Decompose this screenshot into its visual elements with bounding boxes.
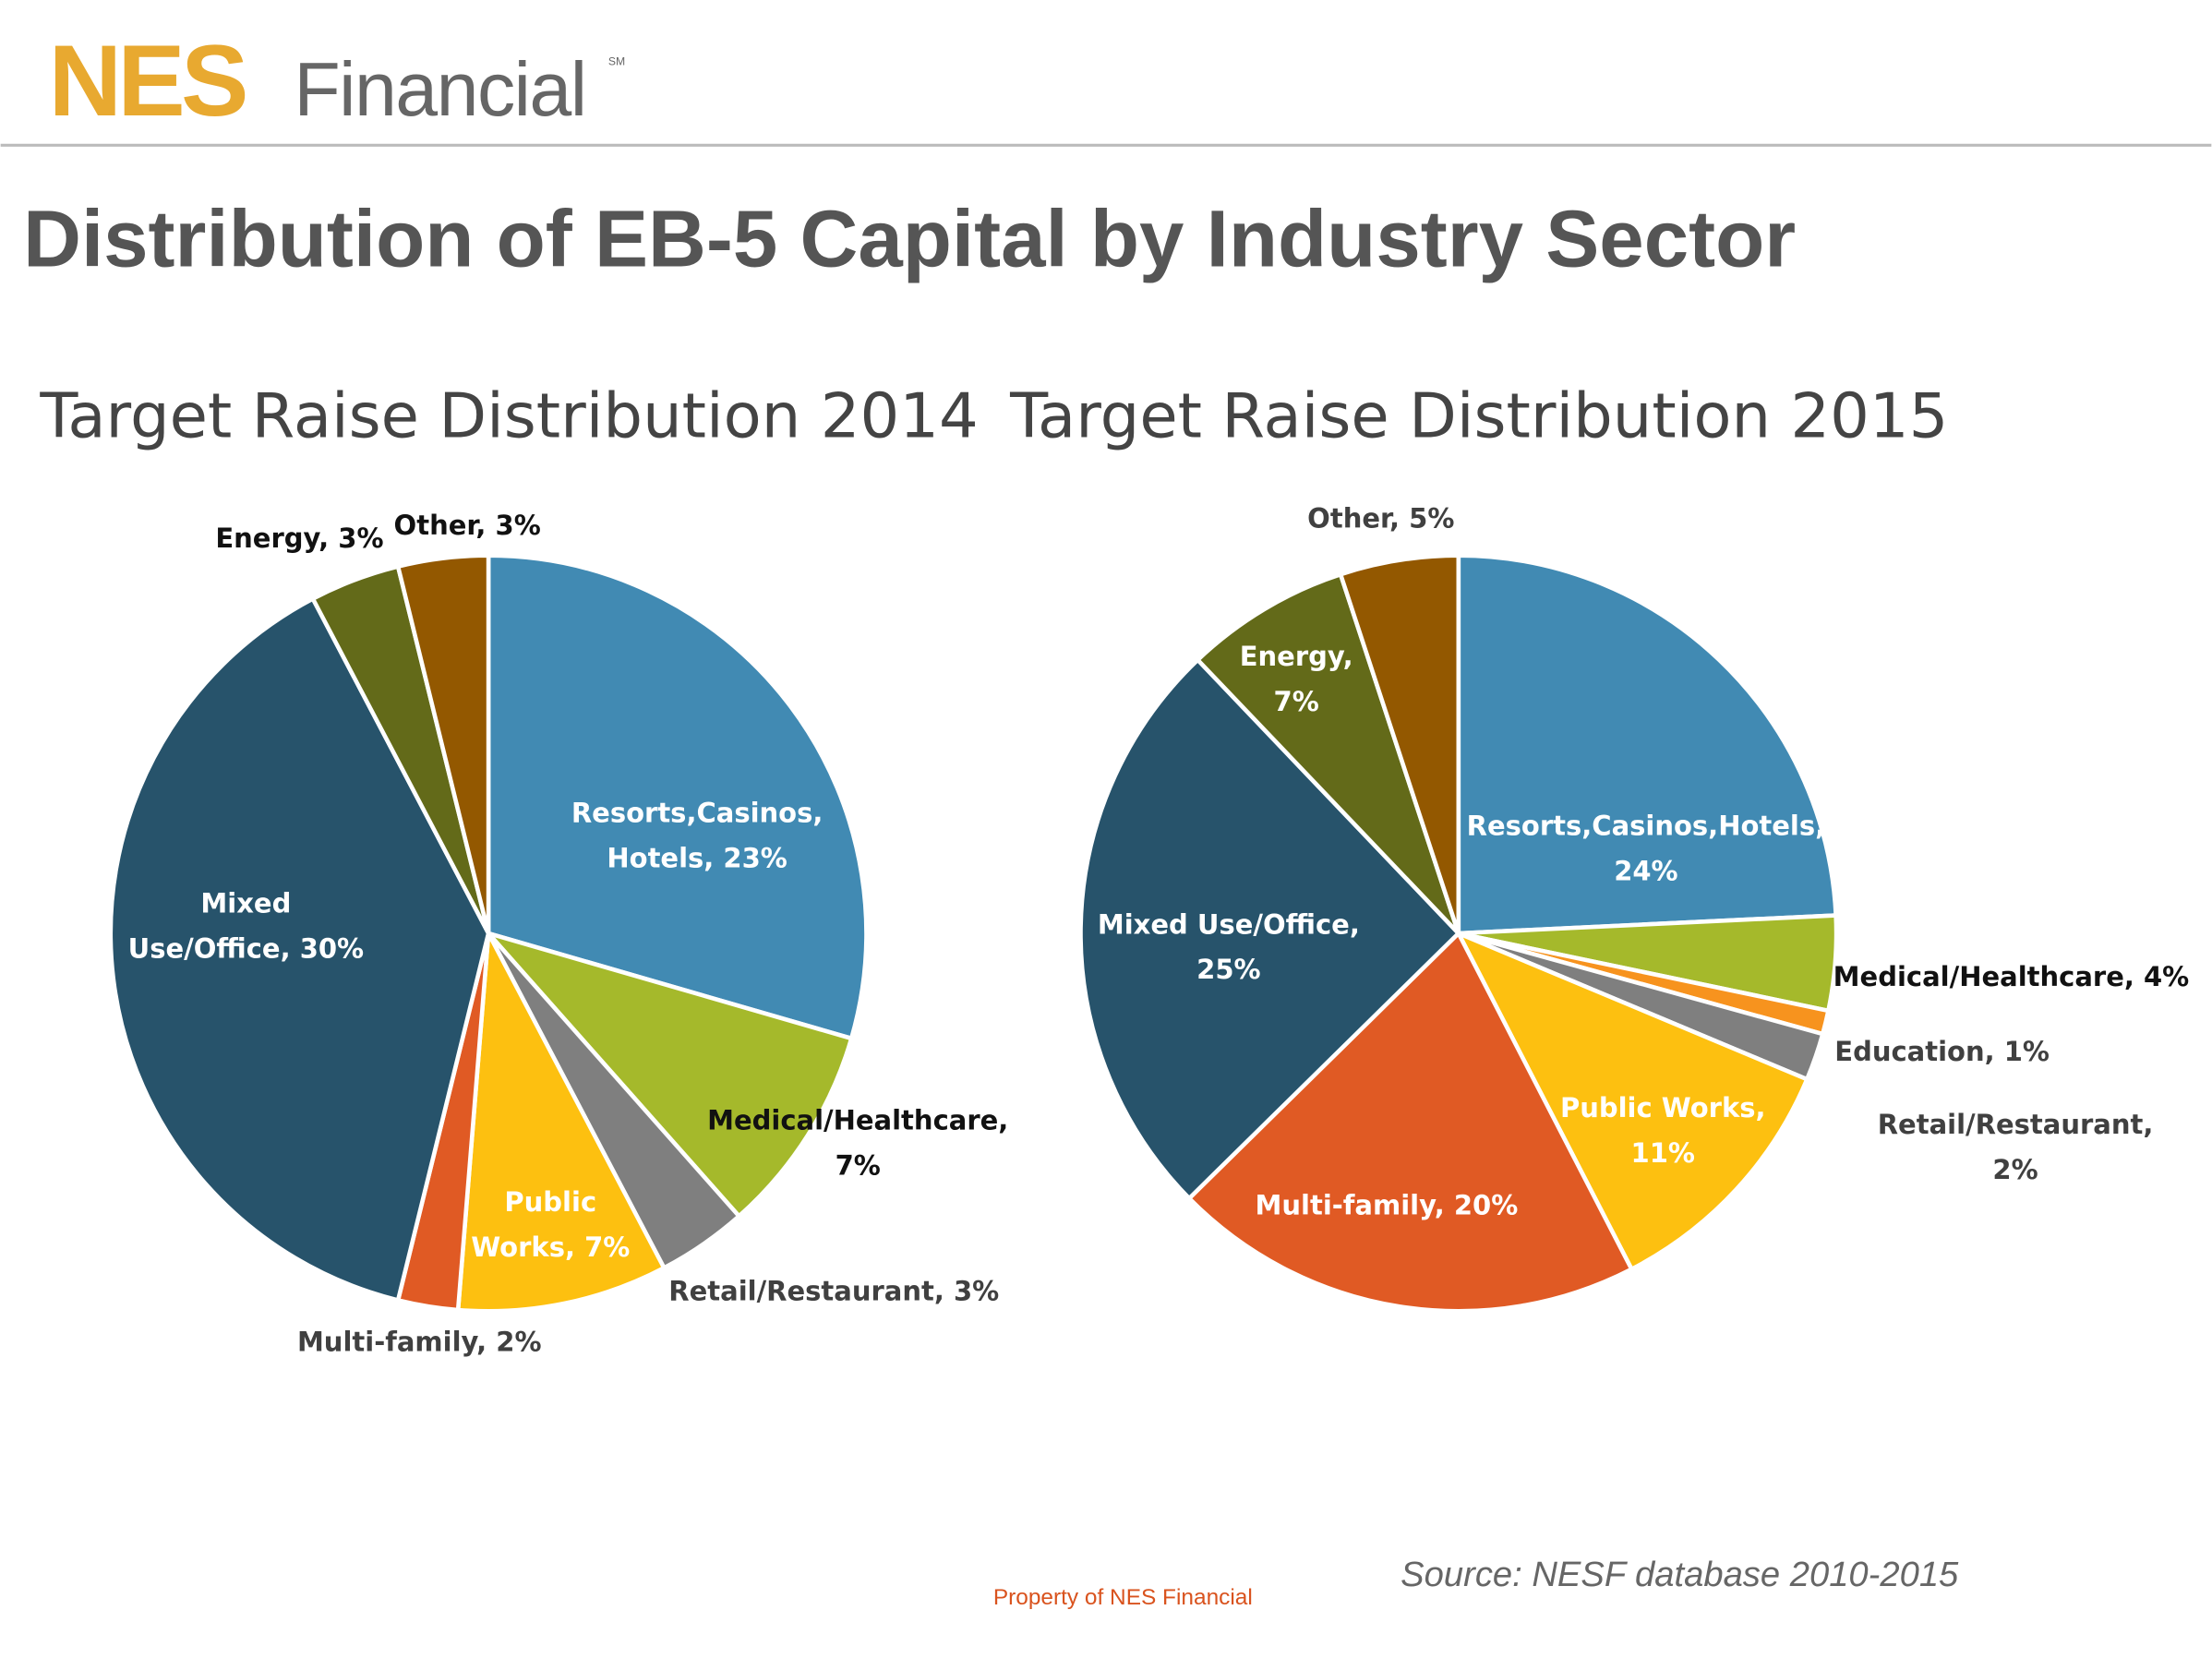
pie-slice [1186,931,1634,1314]
data-label: Retail/Restaurant, 3% [668,1275,999,1306]
data-label: Other, 5% [1307,503,1454,535]
data-label: Medical/Healthcare, 7% [707,1105,1008,1182]
pie-slice [1078,657,1461,1201]
pie-slice [1456,931,1809,1272]
data-label: Public Works, 11% [1560,1092,1766,1169]
data-label: Mixed Use/Office, 25% [1098,908,1360,985]
data-label: Energy, 7% [1240,641,1353,717]
logo-mark: SM [608,54,625,67]
slide-title: Distribution of EB-5 Capital by Industry… [23,195,1796,284]
pie-slice [1338,553,1461,936]
logo-brand: NES [49,24,246,138]
data-label: Public Works, 7% [471,1186,630,1263]
pie-slice [1456,553,1838,936]
source: Source: NESF database 2010-2015 [1401,1555,1959,1594]
chart-title: Target Raise Distribution 2014 [39,379,978,451]
footer: Property of NES Financial [993,1585,1253,1610]
data-label: Retail/Restaurant, 2% [1878,1109,2154,1185]
data-label: Multi-family, 20% [1256,1189,1519,1220]
data-label: Mixed Use/Office, 30% [128,887,364,964]
data-label: Medical/Healthcare, 4% [1833,961,2190,992]
data-label: Energy, 3% [215,523,383,554]
pie-slice [486,931,854,1219]
pie-slice [455,931,667,1314]
data-label: Other, 3% [394,510,541,541]
data-label: Education, 1% [1834,1036,2050,1067]
chart-title: Target Raise Distribution 2015 [1009,379,1948,451]
pie-slice [486,553,869,1041]
pie-slice [108,596,491,1303]
pie-slice [1196,571,1461,936]
data-label: Resorts,Casinos,Hotels, 24% [1467,810,1825,886]
data-label: Resorts,Casinos, Hotels, 23% [571,798,823,874]
pie-slice [395,553,491,936]
logo-name: Financial [294,47,585,132]
data-label: Multi-family, 2% [297,1326,542,1357]
